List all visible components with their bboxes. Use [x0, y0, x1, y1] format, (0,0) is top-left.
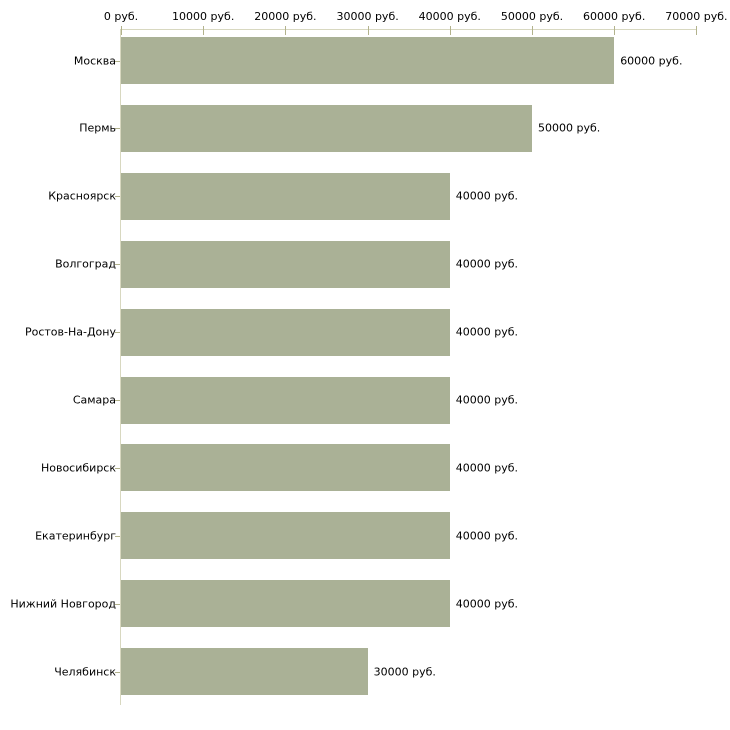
y-axis-tick	[115, 604, 120, 605]
bar	[121, 648, 368, 696]
x-axis-tick-label: 50000 руб.	[500, 10, 564, 23]
x-axis-tick-label: 40000 руб.	[418, 10, 481, 23]
x-axis-tick	[449, 26, 451, 35]
x-axis-tick-label: 20000 руб.	[254, 10, 317, 23]
value-label: 40000 руб.	[455, 393, 519, 407]
value-label: 40000 руб.	[455, 325, 519, 339]
x-axis-line	[121, 29, 698, 30]
category-label: Нижний Новгород	[10, 597, 116, 611]
value-label: 50000 руб.	[538, 121, 601, 135]
y-axis-tick	[115, 332, 120, 333]
x-axis-tick-label: 30000 руб.	[336, 10, 399, 23]
category-label: Красноярск	[48, 189, 116, 203]
y-axis-tick	[115, 264, 120, 265]
value-label: 60000 руб.	[620, 54, 683, 67]
bar	[121, 580, 450, 628]
y-axis-tick	[115, 128, 120, 129]
y-axis-tick	[115, 196, 120, 197]
x-axis-tick	[121, 26, 122, 35]
y-axis-tick	[115, 672, 120, 673]
x-axis-tick	[696, 26, 698, 35]
bar	[121, 376, 450, 424]
x-axis-tick	[614, 26, 616, 35]
value-label: 40000 руб.	[455, 189, 519, 203]
x-axis-tick-label: 70000 руб.	[665, 10, 728, 23]
y-axis-tick	[115, 61, 120, 62]
y-axis-tick	[115, 536, 120, 537]
bar	[121, 512, 450, 560]
value-label: 40000 руб.	[455, 461, 519, 475]
bar	[121, 37, 615, 84]
bar	[121, 444, 450, 492]
category-label: Самара	[72, 393, 116, 407]
x-axis-tick-label: 10000 руб.	[172, 10, 235, 23]
value-label: 40000 руб.	[455, 257, 519, 271]
y-axis-line	[120, 29, 121, 705]
category-label: Москва	[73, 54, 116, 67]
category-label: Челябинск	[54, 665, 116, 679]
category-label: Волгоград	[55, 257, 116, 271]
y-axis-tick	[115, 468, 120, 469]
value-label: 30000 руб.	[373, 665, 436, 679]
category-label: Новосибирск	[40, 461, 116, 475]
x-axis-tick-label: 0 руб.	[103, 10, 139, 23]
y-axis-tick	[115, 400, 120, 401]
value-label: 40000 руб.	[455, 529, 519, 543]
category-label: Екатеринбург	[35, 529, 116, 543]
value-label: 40000 руб.	[455, 597, 519, 611]
category-label: Ростов-На-Дону	[24, 325, 116, 339]
x-axis-tick-label: 60000 руб.	[583, 10, 646, 23]
category-label: Пермь	[79, 121, 116, 135]
x-axis-tick	[532, 26, 533, 35]
bar	[121, 104, 532, 152]
x-axis-tick	[203, 26, 205, 35]
bar	[121, 172, 450, 220]
bar	[121, 308, 450, 356]
x-axis-tick	[367, 26, 369, 35]
bar	[121, 240, 450, 288]
x-axis-tick	[285, 26, 287, 35]
